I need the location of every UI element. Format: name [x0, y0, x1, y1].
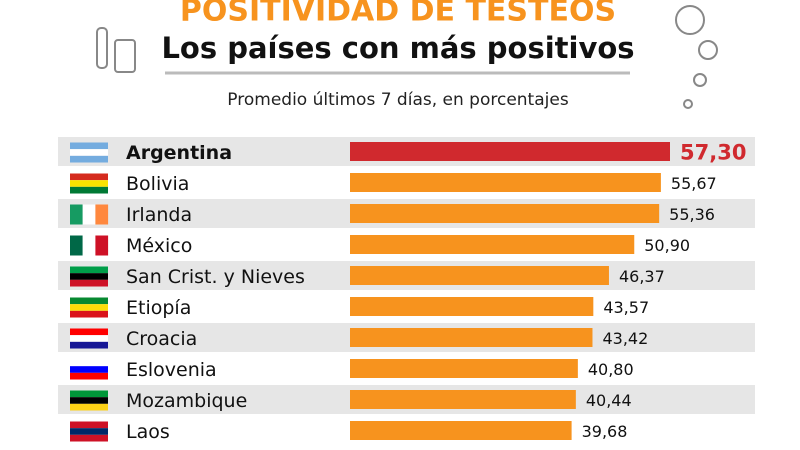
- flag: [70, 403, 108, 411]
- bar: [350, 359, 578, 378]
- flag: [70, 310, 108, 318]
- category-label: Argentina: [126, 142, 232, 164]
- bar: [350, 173, 661, 192]
- flag: [70, 149, 108, 156]
- flag: [70, 390, 108, 398]
- category-label: México: [126, 235, 192, 257]
- value-label: 55,36: [669, 205, 715, 224]
- flag: [70, 155, 108, 163]
- flag: [70, 434, 108, 442]
- flag: [70, 397, 108, 404]
- chart-subtitle: Los países con más positivos: [161, 31, 634, 65]
- bar: [350, 328, 593, 347]
- value-label: 55,67: [671, 174, 717, 193]
- bar: [350, 204, 660, 223]
- bar: [350, 421, 572, 440]
- flag: [70, 186, 108, 194]
- category-label: Bolivia: [126, 173, 189, 195]
- category-label: Irlanda: [126, 204, 192, 226]
- decoration: [96, 5, 718, 109]
- flag: [95, 235, 109, 256]
- bar: [350, 390, 576, 409]
- flag: [95, 204, 109, 225]
- category-label: Etiopía: [126, 297, 191, 319]
- flag: [70, 328, 108, 336]
- flag: [70, 341, 108, 349]
- flag: [70, 273, 108, 280]
- flag: [70, 421, 108, 429]
- chart-title: POSITIVIDAD DE TESTEOS: [180, 0, 616, 29]
- bar: [350, 297, 594, 316]
- category-label: Eslovenia: [126, 359, 217, 381]
- flag: [70, 173, 108, 181]
- value-label: 43,42: [602, 329, 648, 348]
- flag: [82, 235, 96, 256]
- value-label: 57,30: [680, 141, 746, 165]
- value-label: 50,90: [644, 236, 690, 255]
- flag: [70, 279, 108, 287]
- flag: [70, 359, 108, 367]
- flag: [70, 366, 108, 373]
- flag: [70, 372, 108, 380]
- flag: [70, 204, 83, 225]
- flag: [70, 335, 108, 342]
- category-label: Mozambique: [126, 390, 247, 412]
- flag: [70, 304, 108, 311]
- flag: [70, 297, 108, 305]
- bar: [350, 142, 670, 161]
- value-label: 46,37: [619, 267, 665, 286]
- category-label: Laos: [126, 421, 170, 443]
- value-label: 39,68: [582, 422, 628, 441]
- value-label: 40,80: [588, 360, 634, 379]
- flag: [82, 204, 96, 225]
- value-label: 40,44: [586, 391, 632, 410]
- category-label: San Crist. y Nieves: [126, 266, 305, 288]
- flag: [70, 428, 108, 435]
- chart-note: Promedio últimos 7 días, en porcentajes: [227, 90, 569, 110]
- flag: [70, 266, 108, 274]
- flag: [70, 142, 108, 150]
- bar: [350, 266, 609, 285]
- flag: [70, 180, 108, 187]
- flag: [70, 235, 83, 256]
- bar: [350, 235, 635, 254]
- value-label: 43,57: [603, 298, 649, 317]
- category-label: Croacia: [126, 328, 197, 350]
